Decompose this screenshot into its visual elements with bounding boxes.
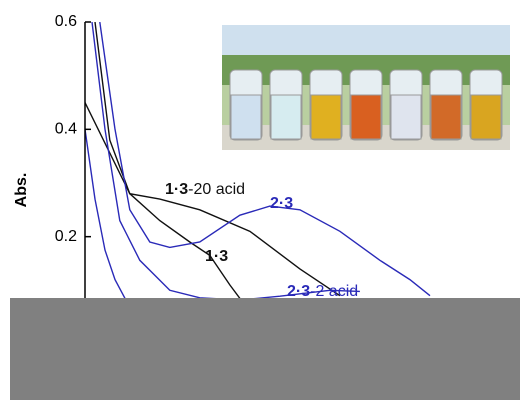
y-tick-label: 0.2 [55, 228, 77, 245]
occluder [10, 298, 520, 400]
curve-label-part: -20 acid [188, 181, 245, 198]
curve-label-part: 1·3 [205, 248, 228, 265]
curve-label: 1·3-20 acid [165, 181, 245, 198]
curve-label-part: -2 acid [310, 283, 358, 300]
photo-inset [222, 25, 510, 150]
curve-label: 2·3 [270, 195, 293, 212]
y-tick-label: 0.6 [55, 13, 77, 30]
curve-label-part: 2·3 [270, 195, 293, 212]
chart: Abs. 0.60.40.21·3-20 acid2·31·32·3-2 aci… [0, 0, 520, 400]
y-tick-label: 0.4 [55, 121, 77, 138]
curve-label-part: 2·3 [287, 283, 310, 300]
curve-label: 1·3 [205, 248, 228, 265]
curve-label-part: 1·3 [165, 181, 188, 198]
y-axis-label: Abs. [13, 173, 30, 208]
curve-label: 2·3-2 acid [287, 283, 358, 300]
